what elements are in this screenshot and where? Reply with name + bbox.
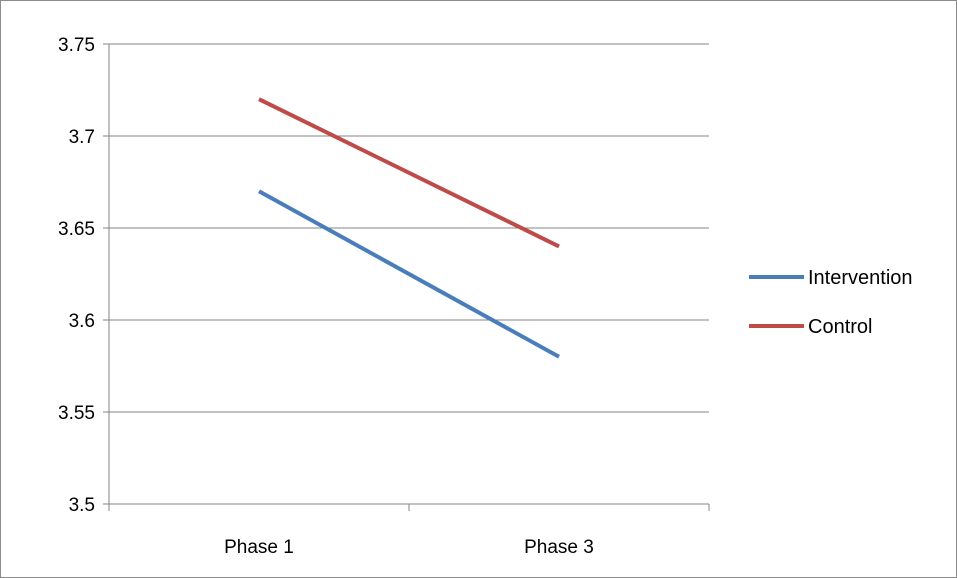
y-tick-label: 3.75 [58, 35, 95, 56]
x-tick-label: Phase 3 [524, 537, 594, 558]
gridlines [109, 43, 709, 413]
series-line-intervention [258, 189, 560, 359]
y-tick-label: 3.5 [69, 495, 95, 516]
y-tick-label: 3.65 [58, 219, 95, 240]
y-tick-label: 3.6 [69, 311, 95, 332]
y-tick-label: 3.7 [69, 127, 95, 148]
legend-label-intervention: Intervention [808, 267, 913, 289]
axes [103, 43, 710, 511]
series-line-control [258, 97, 560, 249]
x-tick-label: Phase 1 [224, 537, 294, 558]
legend: Intervention Control [749, 267, 913, 338]
x-axis-tick-labels: Phase 1 Phase 3 [224, 537, 594, 558]
y-tick-label: 3.55 [58, 403, 95, 424]
series-lines [258, 97, 560, 359]
legend-label-control: Control [808, 316, 872, 338]
y-axis-tick-labels: 3.5 3.55 3.6 3.65 3.7 3.75 [58, 35, 95, 516]
